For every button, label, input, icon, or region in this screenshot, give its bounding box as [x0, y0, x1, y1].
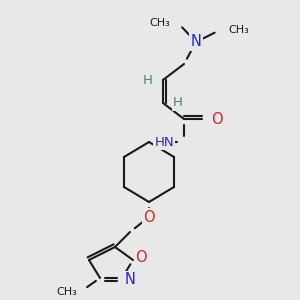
- Text: CH₃: CH₃: [149, 18, 170, 28]
- Text: O: O: [143, 209, 155, 224]
- Text: N: N: [124, 272, 135, 287]
- Text: O: O: [135, 250, 147, 266]
- Text: O: O: [211, 112, 223, 127]
- Text: N: N: [190, 34, 201, 50]
- Text: HN: HN: [154, 136, 174, 148]
- Text: H: H: [173, 97, 183, 110]
- Text: CH₃: CH₃: [56, 287, 77, 297]
- Text: H: H: [143, 74, 153, 86]
- Text: CH₃: CH₃: [228, 25, 249, 35]
